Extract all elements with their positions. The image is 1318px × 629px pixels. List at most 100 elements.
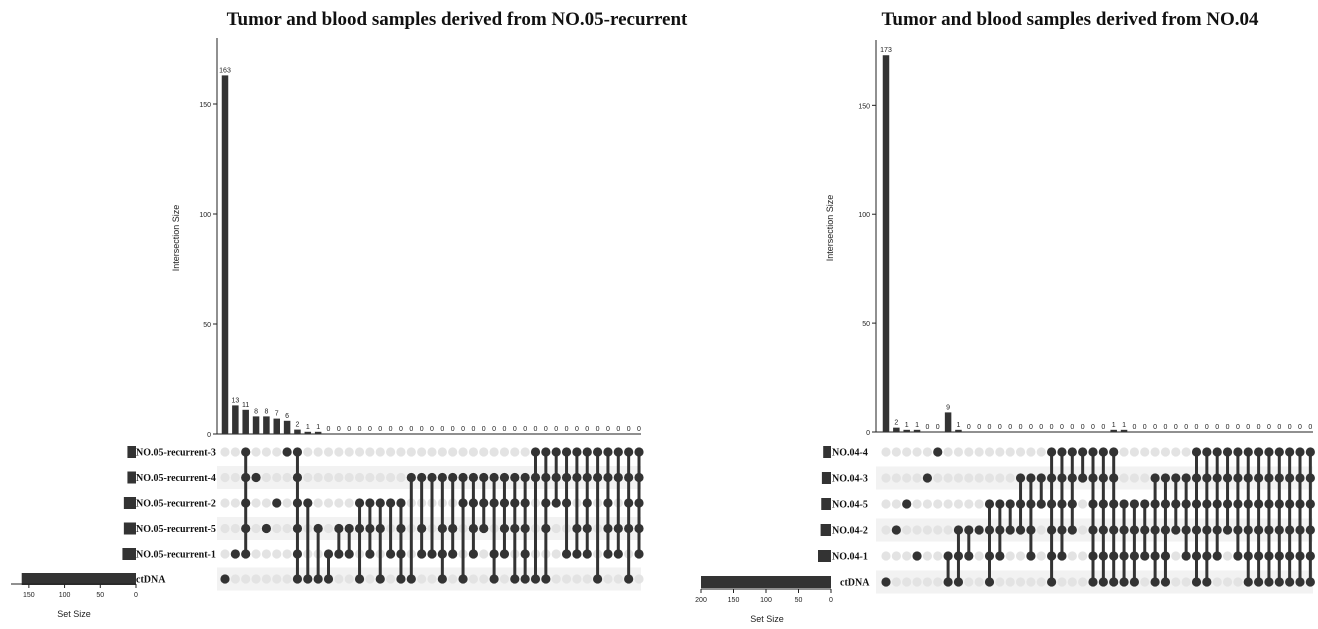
bar-value-label: 0: [1257, 424, 1261, 431]
matrix-dot-on: [995, 551, 1005, 561]
set-size-bar: [821, 498, 831, 510]
matrix-dot-on: [344, 549, 354, 559]
matrix-dot-off: [1078, 499, 1088, 509]
bar-value-label: 0: [606, 426, 610, 433]
matrix-dot-off: [1171, 577, 1181, 587]
matrix-dot-on: [1057, 473, 1067, 483]
matrix-dot-on: [634, 472, 644, 483]
matrix-dot-off: [220, 447, 230, 457]
y-tick-label: 100: [199, 212, 211, 219]
matrix-dot-on: [943, 577, 953, 587]
matrix-dot-on: [1047, 447, 1057, 457]
matrix-dot-on: [1191, 473, 1202, 483]
matrix-dot-on: [1212, 473, 1222, 483]
matrix-dot-on: [499, 523, 510, 534]
matrix-dot-on: [561, 498, 572, 508]
matrix-dot-off: [1160, 447, 1171, 457]
matrix-dot-off: [1026, 447, 1036, 457]
matrix-dot-on: [406, 472, 416, 483]
bar-value-label: 0: [440, 426, 444, 433]
matrix-dot-on: [1243, 499, 1253, 509]
matrix-dot-off: [572, 574, 582, 584]
matrix-dot-off: [912, 525, 922, 535]
matrix-dot-off: [995, 473, 1005, 483]
matrix-dot-on: [313, 574, 323, 584]
matrix-dot-off: [1119, 473, 1129, 483]
matrix-dot-on: [303, 574, 313, 584]
matrix-dot-on: [1098, 551, 1108, 561]
matrix-dot-off: [881, 551, 891, 561]
matrix-dot-off: [1181, 447, 1191, 457]
intersection-bar: [304, 431, 312, 434]
bar-value-label: 0: [420, 426, 424, 433]
matrix-dot-on: [1274, 473, 1284, 483]
matrix-dot-off: [251, 574, 261, 584]
matrix-dot-on: [406, 574, 416, 584]
matrix-dot-on: [1160, 551, 1171, 561]
intersection-bar: [232, 405, 239, 434]
matrix-dot-on: [603, 472, 613, 483]
matrix-dot-on: [1243, 525, 1253, 535]
matrix-dot-off: [1140, 577, 1150, 587]
matrix-dot-off: [922, 551, 933, 561]
matrix-dot-on: [593, 447, 603, 457]
matrix-dot-on: [1067, 499, 1077, 509]
set-size-bar: [820, 524, 831, 536]
matrix-dot-off: [881, 447, 891, 457]
matrix-dot-on: [1222, 525, 1233, 535]
matrix-dot-off: [902, 551, 912, 561]
matrix-dot-off: [984, 473, 995, 483]
matrix-dot-off: [251, 549, 261, 559]
matrix-dot-on: [995, 525, 1005, 535]
matrix-dot-on: [230, 549, 240, 559]
matrix-dot-off: [891, 551, 901, 561]
matrix-dot-off: [323, 498, 334, 508]
matrix-dot-on: [1109, 525, 1119, 535]
matrix-dot-on: [902, 499, 912, 509]
matrix-dot-on: [1233, 551, 1243, 561]
set-size-tick-label: 100: [59, 592, 71, 599]
matrix-dot-off: [943, 447, 953, 457]
matrix-dot-on: [354, 498, 365, 508]
matrix-dot-off: [933, 551, 943, 561]
matrix-dot-on: [1285, 551, 1295, 561]
matrix-dot-off: [282, 498, 292, 508]
bar-value-label: 0: [1174, 424, 1178, 431]
matrix-dot-on: [1088, 551, 1098, 561]
matrix-dot-off: [912, 447, 922, 457]
matrix-dot-on: [1295, 473, 1305, 483]
matrix-dot-on: [624, 472, 634, 483]
matrix-dot-on: [1078, 473, 1088, 483]
matrix-dot-off: [1067, 577, 1077, 587]
matrix-dot-on: [1222, 499, 1233, 509]
matrix-dot-off: [334, 472, 344, 483]
set-size-tick-label: 50: [96, 592, 104, 599]
bar-value-label: 7: [275, 411, 279, 418]
y-tick-label: 150: [858, 103, 870, 110]
matrix-dot-off: [881, 499, 891, 509]
matrix-dot-on: [468, 523, 478, 534]
set-label: NO.05-recurrent-3: [136, 448, 216, 459]
matrix-dot-on: [1305, 577, 1315, 587]
matrix-dot-off: [1036, 525, 1046, 535]
matrix-dot-on: [1264, 525, 1274, 535]
matrix-dot-on: [354, 574, 365, 584]
matrix-dot-off: [1181, 577, 1191, 587]
matrix-dot-off: [282, 523, 292, 534]
intersection-bar: [944, 412, 952, 432]
matrix-dot-on: [984, 551, 995, 561]
matrix-dot-off: [1140, 473, 1150, 483]
bar-value-label: 0: [378, 426, 382, 433]
matrix-dot-off: [334, 447, 344, 457]
matrix-dot-on: [520, 549, 530, 559]
matrix-dot-off: [427, 574, 437, 584]
bar-value-label: 0: [967, 424, 971, 431]
matrix-dot-on: [572, 472, 582, 483]
matrix-dot-on: [1109, 577, 1119, 587]
matrix-dot-off: [282, 472, 292, 483]
matrix-dot-on: [603, 498, 613, 508]
set-size-bar: [818, 550, 831, 562]
matrix-dot-on: [551, 472, 561, 483]
matrix-dot-on: [1057, 551, 1067, 561]
set-label: NO.04-3: [832, 474, 868, 485]
